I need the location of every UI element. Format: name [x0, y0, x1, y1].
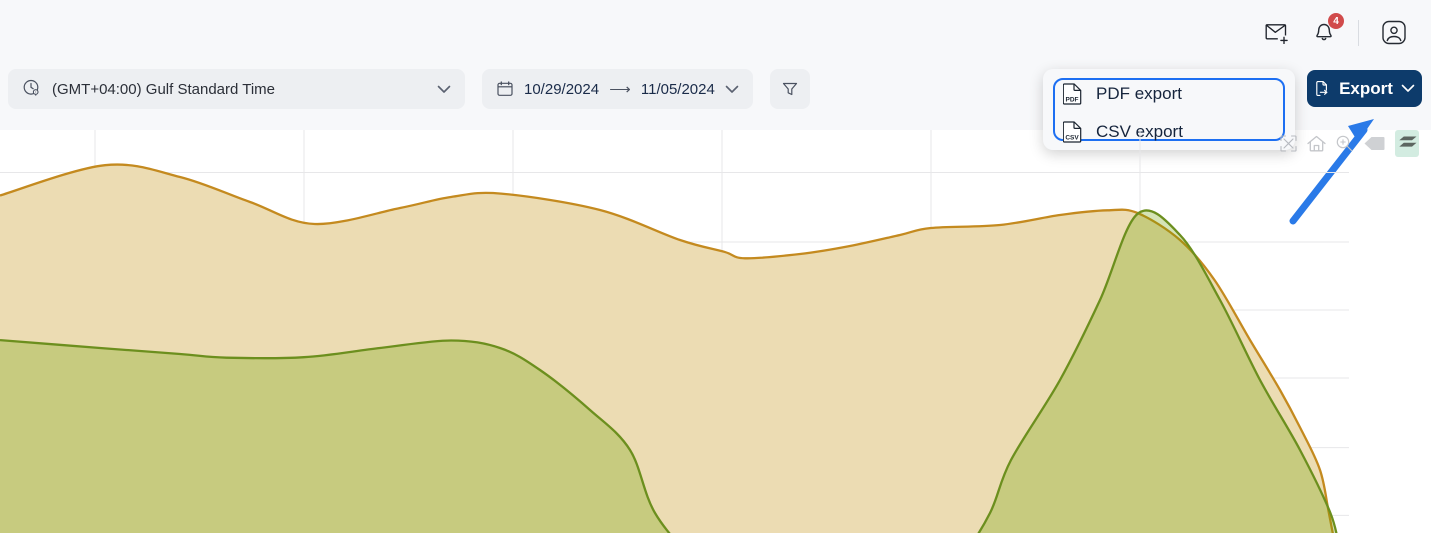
svg-text:PDF: PDF: [1066, 97, 1079, 104]
